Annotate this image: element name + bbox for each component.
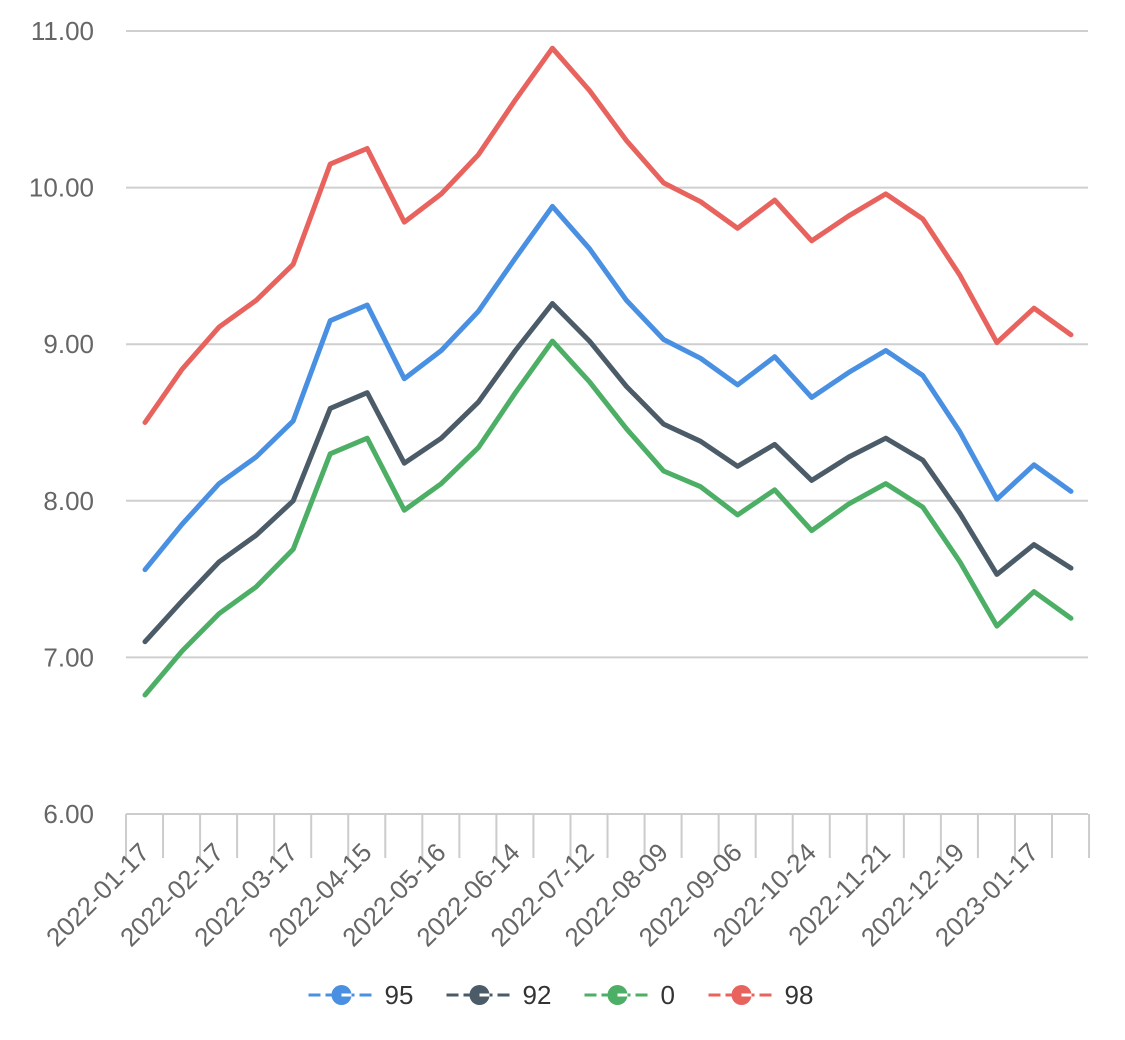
legend-item-92[interactable]: 92 (446, 980, 552, 1010)
legend-label: 0 (661, 980, 675, 1010)
y-tick-label: 6.00 (43, 799, 94, 829)
grid-layer (126, 30, 1088, 815)
legend-label: 92 (523, 980, 552, 1010)
series-line-95 (142, 203, 1074, 573)
series-line-98 (142, 45, 1074, 425)
series-line-0 (142, 338, 1074, 698)
series-layer (142, 45, 1074, 698)
legend-label: 95 (385, 980, 414, 1010)
legend-item-0[interactable]: 0 (584, 980, 675, 1010)
legend-marker-notch (617, 993, 628, 997)
legend-marker-notch (341, 993, 352, 997)
legend-item-95[interactable]: 95 (308, 980, 414, 1010)
y-tick-label: 9.00 (43, 329, 94, 359)
y-tick-label: 7.00 (43, 642, 94, 672)
legend-marker-notch (479, 993, 490, 997)
legend: 95 92 0 98 (308, 980, 814, 1010)
y-tick-label: 8.00 (43, 486, 94, 516)
legend-label: 98 (785, 980, 814, 1010)
series-line-92 (142, 301, 1074, 645)
axis-layer: 6.007.008.009.0010.0011.002022-01-172022… (29, 16, 1091, 952)
y-tick-label: 11.00 (31, 16, 94, 46)
legend-marker-notch (741, 993, 752, 997)
y-tick-label: 10.00 (29, 173, 94, 203)
legend-item-98[interactable]: 98 (708, 980, 814, 1010)
